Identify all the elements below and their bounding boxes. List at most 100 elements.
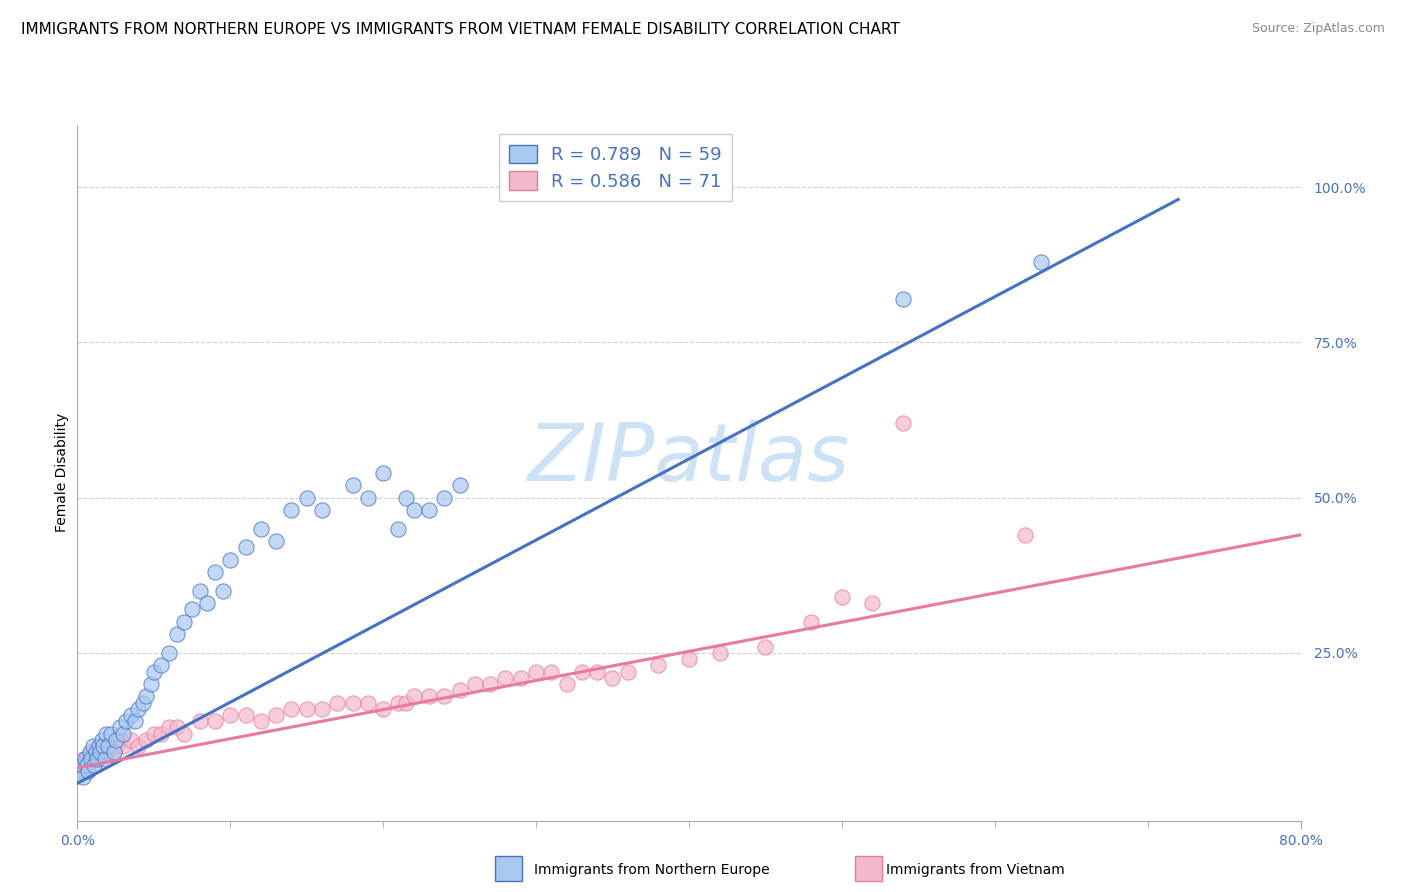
Point [82,751,104,765]
Point [79,745,101,759]
Point [142,665,165,679]
Point [1029,254,1052,268]
Point [112,726,135,740]
Point [678,652,700,666]
Point [90,739,112,753]
Point [76,757,98,772]
Point [433,690,456,704]
Point [77,764,100,778]
Point [70,757,93,772]
Point [90,732,112,747]
Point [195,596,218,610]
Point [100,739,122,753]
Point [127,739,149,753]
Point [1014,528,1036,542]
Point [94,751,117,765]
Point [264,534,287,549]
Point [100,726,122,740]
Point [173,615,195,629]
Point [135,690,157,704]
Text: Source: ZipAtlas.com: Source: ZipAtlas.com [1251,22,1385,36]
Legend: R = 0.789   N = 59, R = 0.586   N = 71: R = 0.789 N = 59, R = 0.586 N = 71 [499,134,733,202]
Text: ZIPatlas: ZIPatlas [527,420,851,498]
Point [83,757,105,772]
Point [150,658,173,673]
Point [86,751,108,765]
Point [115,714,138,729]
Point [395,696,418,710]
Point [70,764,93,778]
Point [709,646,731,660]
Point [188,714,211,729]
Point [77,751,100,765]
Point [449,478,471,492]
Point [342,696,364,710]
Point [166,627,188,641]
Text: Immigrants from Northern Europe: Immigrants from Northern Europe [534,863,770,877]
Point [91,739,114,753]
Point [67,764,90,778]
Point [82,739,104,753]
Point [89,745,111,759]
Point [495,671,517,685]
Point [464,677,486,691]
Point [127,702,149,716]
Point [540,665,562,679]
Point [120,708,142,723]
Point [124,714,146,729]
Point [311,702,333,716]
Point [831,590,853,604]
Point [235,541,257,555]
Point [96,739,118,753]
Point [120,732,142,747]
Point [89,745,111,759]
Point [555,677,578,691]
Point [157,721,180,735]
Point [135,732,157,747]
Point [342,478,364,492]
Point [103,745,125,759]
Point [433,491,456,505]
Point [87,739,110,753]
Point [76,757,98,772]
Point [97,739,120,753]
Point [891,416,914,430]
Point [72,770,94,784]
Point [103,745,125,759]
Point [83,745,105,759]
Point [132,696,155,710]
Point [108,732,131,747]
Point [311,503,333,517]
Point [204,714,226,729]
Point [295,491,318,505]
Point [181,602,204,616]
Point [250,714,273,729]
Point [84,745,107,759]
Point [150,726,173,740]
Point [449,683,471,698]
Point [617,665,640,679]
Point [571,665,593,679]
Point [139,677,162,691]
Point [524,665,547,679]
Point [509,671,531,685]
Point [326,696,349,710]
Point [280,702,302,716]
Point [91,739,114,753]
Point [219,552,242,567]
Point [80,751,103,765]
Point [104,732,127,747]
Point [211,583,233,598]
Point [188,583,211,598]
Point [418,690,440,704]
Point [204,565,226,579]
Point [73,757,96,772]
Point [402,503,425,517]
Point [86,745,108,759]
Point [94,745,117,759]
Point [479,677,502,691]
Point [250,522,273,536]
Point [84,751,107,765]
Point [387,522,409,536]
Y-axis label: Female Disability: Female Disability [55,413,69,533]
